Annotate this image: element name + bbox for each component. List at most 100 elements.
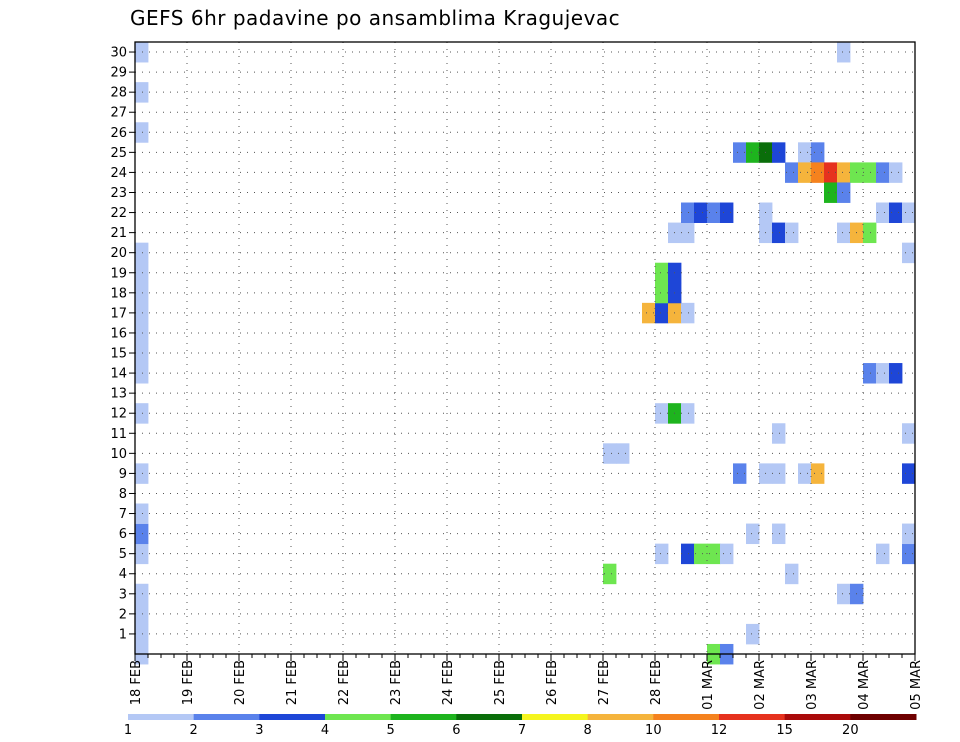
x-tick-label: 18 FEB [129,660,144,705]
heatmap-cell-38 [707,202,721,223]
legend-label: 6 [452,723,460,738]
color-legend: 1 2 3 4 5 6 7 8 10 12 15 20 [124,714,917,738]
plot-frame [134,41,916,655]
heatmap-cell-23 [655,302,669,324]
y-tick-label: 3 [119,587,127,602]
heatmap-cell-17 [135,82,149,103]
y-tick-label: 19 [110,266,127,281]
y-tick-label: 16 [110,326,127,341]
x-tick-label: 05 MAR [909,660,924,710]
heatmap-cell-81 [837,583,851,605]
x-tick-label: 26 FEB [545,660,560,705]
heatmap-cell-11 [135,322,149,344]
legend-swatch [390,714,457,720]
heatmap-cell-1 [135,623,149,645]
x-tick-label: 19 FEB [181,660,196,705]
x-tick-label: 04 MAR [857,660,872,710]
heatmap-cell-19 [603,443,617,464]
y-tick-label: 4 [119,567,127,582]
heatmap-cell-37 [694,202,708,223]
heatmap-cell-72 [889,162,903,183]
heatmap-cell-36 [681,202,695,223]
y-tick-label: 29 [110,66,127,81]
heatmap-cell-92 [902,423,916,444]
legend-swatch [325,714,392,720]
legend-swatch [784,714,851,720]
legend-swatch [850,714,917,720]
legend-swatch [193,714,260,720]
legend-swatch [522,714,589,720]
heatmap-cell-84 [889,202,903,223]
heatmap-cell-40 [681,543,695,565]
y-tick-label: 10 [110,447,127,462]
heatmap-cell-3 [135,583,149,605]
heatmap-cell-7 [135,463,149,484]
y-tick-label: 28 [110,86,127,101]
heatmap-cell-61 [785,162,799,183]
y-tick-label: 17 [110,306,127,321]
legend-swatch [128,714,195,720]
heatmap-cell-88 [876,363,890,384]
y-tick-label: 30 [110,46,127,61]
heatmap-cell-2 [135,603,149,625]
heatmap-cell-22 [642,302,656,324]
heatmap-cell-6 [135,503,149,524]
heatmap-cell-14 [135,262,149,284]
legend-label: 3 [255,723,263,738]
heatmap-cell-55 [772,222,786,244]
heatmap-cell-41 [694,543,708,565]
heatmap-cell-63 [798,142,812,163]
legend-swatch [719,714,786,720]
y-tick-label: 23 [110,186,127,201]
y-tick-label: 20 [110,246,127,261]
y-tick-label: 27 [110,106,127,121]
heatmap-cell-64 [811,142,825,163]
grid-layer [135,42,915,654]
y-tick-label: 26 [110,126,127,141]
heatmap-cell-16 [135,122,149,143]
cells-layer [135,42,916,665]
heatmap-cell-4 [135,543,149,565]
heatmap-cell-91 [902,543,916,565]
y-tick-label: 24 [110,166,127,181]
heatmap-cell-83 [876,202,890,223]
heatmap-cell-67 [824,162,838,183]
x-tick-label: 20 FEB [233,660,248,705]
heatmap-cell-86 [902,242,916,264]
y-tick-label: 6 [119,527,127,542]
chart-title: GEFS 6hr padavine po ansamblima Kragujev… [130,6,621,30]
y-tick-label: 18 [110,286,127,301]
heatmap-cell-87 [863,363,877,384]
heatmap-cell-20 [616,443,630,464]
legend-swatch [653,714,720,720]
heatmap-cell-80 [863,222,877,244]
heatmap-cell-78 [837,222,851,244]
heatmap-cell-9 [135,363,149,384]
legend-label: 8 [584,723,592,738]
heatmap-cell-60 [772,523,786,545]
y-tick-label: 2 [119,607,127,622]
heatmap-cell-49 [772,142,786,163]
heatmap-cell-26 [655,282,669,304]
x-tick-label: 03 MAR [805,660,820,710]
y-tick-label: 8 [119,487,127,502]
heatmap-cell-65 [798,162,812,183]
heatmap-cell-70 [863,162,877,183]
heatmap-cell-30 [655,543,669,565]
heatmap-cell-28 [655,262,669,284]
y-tick-label: 22 [110,206,127,221]
heatmap-cell-66 [811,162,825,183]
legend-label: 4 [321,723,329,738]
y-tick-label: 1 [119,627,127,642]
heatmap-cell-93 [902,463,916,484]
x-tick-label: 28 FEB [649,660,664,705]
legend-swatch [456,714,523,720]
heatmap-cell-89 [889,363,903,384]
heatmap-cell-56 [785,222,799,244]
y-tick-label: 15 [110,347,127,362]
legend-label: 5 [387,723,395,738]
heatmap-cell-52 [746,623,760,645]
legend-label: 10 [645,723,662,738]
heatmap-cell-5 [135,523,149,545]
